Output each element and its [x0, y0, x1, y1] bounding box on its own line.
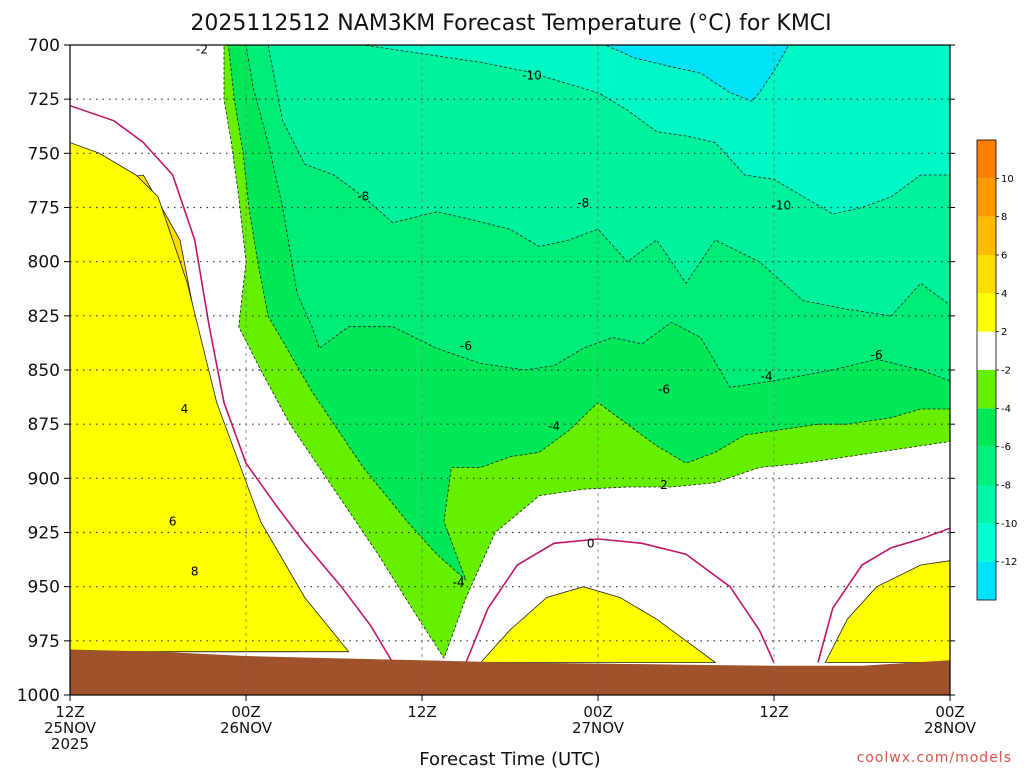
terrain-layer: [70, 649, 950, 695]
x-axis-label: Forecast Time (UTC): [419, 749, 600, 768]
contour-label: -8: [577, 196, 589, 210]
x-tick-label: 12Z: [759, 703, 788, 721]
colorbar-swatch: [977, 523, 996, 562]
y-tick-label: 900: [28, 469, 60, 489]
colorbar-label: 10: [1001, 174, 1014, 185]
colorbar-label: -2: [1001, 366, 1011, 377]
y-tick-label: 925: [28, 524, 60, 544]
plot-area: -2 -10 -8 -8 -10 -6 -6 -6 -4 -4 -4 2 0 4 6 8: [70, 42, 950, 695]
colorbar-label: 4: [1001, 289, 1007, 300]
colorbar-label: -4: [1001, 404, 1011, 415]
colorbar-swatch: [977, 485, 996, 524]
colorbar-swatch: [977, 331, 996, 370]
x-tick-label: 27NOV: [572, 719, 625, 737]
temperature-band: [70, 142, 350, 653]
colorbar-swatch: [977, 408, 996, 447]
y-tick-label: 775: [28, 199, 60, 219]
colorbar-label: -6: [1001, 442, 1011, 453]
contour-labels: -2 -10 -8 -8 -10 -6 -6 -6 -4 -4 -4 2 0 4 6 8: [169, 42, 883, 589]
temperature-band: [363, 45, 950, 215]
zero-degree-isotherm: [70, 104, 950, 663]
contour-label: -10: [522, 68, 542, 82]
y-tick-label: 1000: [17, 686, 60, 706]
colorbar-swatch: [977, 178, 996, 217]
y-tick-label: 700: [28, 36, 60, 56]
contour-label: -4: [761, 370, 773, 384]
x-tick-label: 00Z: [583, 703, 612, 721]
colorbar-label: -12: [1001, 557, 1017, 568]
y-tick-label: 750: [28, 144, 60, 164]
y-tick-label: 950: [28, 578, 60, 598]
contour-label: -4: [548, 419, 560, 433]
colorbar-label: 6: [1001, 251, 1007, 262]
contour-label: 4: [181, 402, 189, 416]
x-tick-label: 26NOV: [220, 719, 273, 737]
y-tick-label: 875: [28, 415, 60, 435]
colorbar-label: 8: [1001, 212, 1007, 223]
x-tick-label: 00Z: [935, 703, 964, 721]
grid-lines: [70, 45, 950, 695]
colorbar-swatch: [977, 561, 996, 600]
isotherm-line: [817, 527, 950, 663]
colorbar-label: -10: [1001, 519, 1017, 530]
x-tick-label: 25NOV: [44, 719, 97, 737]
contour-label: 0: [587, 536, 595, 550]
y-tick-label: 850: [28, 361, 60, 381]
colorbar-swatch: [977, 216, 996, 255]
temperature-band: [479, 586, 717, 663]
contour-label: 2: [660, 478, 668, 492]
isotherm-line: [70, 104, 394, 663]
contour-label: -8: [357, 190, 369, 204]
y-tick-label: 800: [28, 253, 60, 273]
x-tick-label: 12Z: [407, 703, 436, 721]
y-tick-label: 825: [28, 307, 60, 327]
colorbar-swatch: [977, 370, 996, 409]
temperature-band: [605, 45, 790, 102]
terrain-fill: [70, 649, 950, 695]
credit-text: coolwx.com/models: [857, 750, 1012, 766]
contour-label: 8: [191, 565, 199, 579]
contour-label: 6: [169, 515, 177, 529]
contour-label: -6: [460, 339, 472, 353]
colorbar-label: 2: [1001, 327, 1007, 338]
contour-label: -10: [772, 198, 792, 212]
x-tick-label: 00Z: [231, 703, 260, 721]
y-tick-label: 975: [28, 632, 60, 652]
contour-label: -6: [658, 383, 670, 397]
x-tick-label: 2025: [51, 735, 89, 753]
colorbar-swatch: [977, 255, 996, 294]
colorbar: -12 -10 -8 -6 -4 -2 2 4 6 8 10: [976, 139, 1017, 601]
contour-label: -4: [453, 575, 465, 589]
colorbar-swatch: [977, 140, 996, 179]
colorbar-label: -8: [1001, 481, 1011, 492]
chart-title: 2025112512 NAM3KM Forecast Temperature (…: [190, 11, 831, 36]
x-tick-label: 28NOV: [924, 719, 977, 737]
y-axis: 700 725 750 775 800 825 850 875 900 925 950 975 1000: [17, 36, 955, 706]
contour-label: -2: [196, 42, 208, 56]
temperature-band: [824, 560, 950, 663]
colorbar-swatch: [977, 446, 996, 485]
isotherm-line: [465, 538, 775, 663]
y-tick-label: 725: [28, 90, 60, 110]
x-tick-label: 12Z: [55, 703, 84, 721]
colorbar-swatch: [977, 293, 996, 332]
contour-label: -6: [871, 348, 883, 362]
